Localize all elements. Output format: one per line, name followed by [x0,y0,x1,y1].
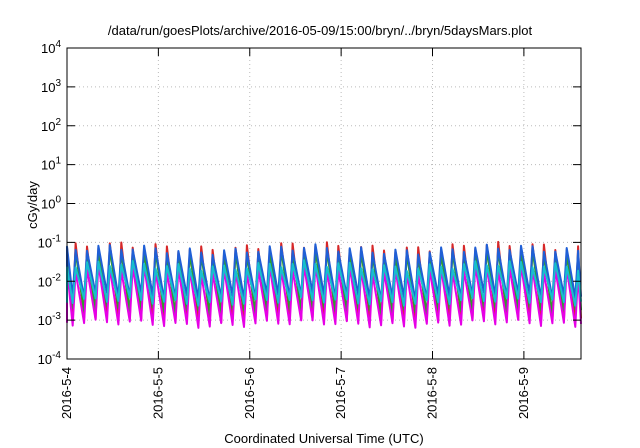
x-axis: 2016-5-4 2016-5-5 2016-5-6 2016-5-7 2016-5-8… [59,48,531,419]
y-tick-label: 10-3 [38,311,62,328]
x-tick-label: 2016-5-6 [242,367,257,419]
y-tick-label: 103 [41,78,61,95]
y-tick-label: 10-2 [38,272,62,289]
x-tick-label: 2016-5-5 [150,367,165,419]
x-tick-label: 2016-5-7 [333,367,348,419]
series-line [66,259,582,307]
x-axis-label: Coordinated Universal Time (UTC) [224,431,423,446]
y-tick-label: 102 [41,117,61,134]
y-axis: 10-4 10-3 10-2 10-1 100 101 102 103 104 [38,39,581,367]
chart-title: /data/run/goesPlots/archive/2016-05-09/1… [108,23,533,38]
x-tick-label: 2016-5-4 [59,367,74,419]
y-axis-label: cGy/day [25,181,40,229]
series-layer [66,240,582,329]
y-tick-label: 100 [41,195,61,212]
x-tick-label: 2016-5-8 [425,367,440,419]
y-tick-label: 104 [41,39,61,56]
y-tick-label: 101 [41,156,61,173]
y-tick-label: 10-1 [38,233,62,250]
y-tick-label: 10-4 [38,350,62,367]
x-tick-label: 2016-5-9 [516,367,531,419]
